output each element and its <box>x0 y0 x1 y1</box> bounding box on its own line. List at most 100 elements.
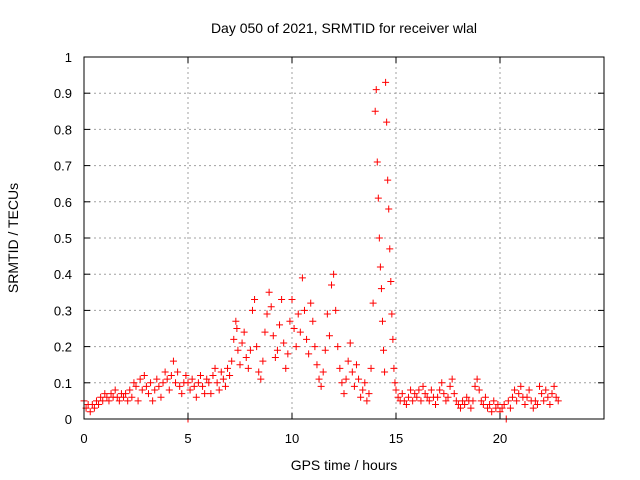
data-point <box>511 386 519 394</box>
data-point <box>86 408 94 416</box>
data-point <box>319 368 327 376</box>
y-tick-label: 0.9 <box>54 86 72 101</box>
y-axis-label: SRMTID / TECUs <box>5 183 21 293</box>
data-point <box>486 401 494 409</box>
data-point <box>124 397 132 405</box>
data-point <box>234 346 242 354</box>
data-point <box>153 375 161 383</box>
data-point <box>228 357 236 365</box>
data-point <box>463 393 471 401</box>
data-point <box>330 270 338 278</box>
x-axis-label: GPS time / hours <box>291 457 398 473</box>
data-point <box>136 375 144 383</box>
data-point <box>506 404 514 412</box>
data-point <box>461 401 469 409</box>
data-point <box>452 397 460 405</box>
data-point <box>207 390 215 398</box>
data-point <box>224 364 232 372</box>
data-point <box>365 390 373 398</box>
data-point <box>296 328 304 336</box>
x-tick-label: 5 <box>184 431 191 446</box>
y-tick-label: 0.7 <box>54 159 72 174</box>
data-point <box>475 386 483 394</box>
data-point <box>377 285 385 293</box>
data-point <box>533 401 541 409</box>
data-point <box>425 397 433 405</box>
data-point <box>215 386 223 394</box>
data-point <box>188 375 196 383</box>
data-point <box>242 353 250 361</box>
data-point <box>126 386 134 394</box>
data-point <box>88 401 96 409</box>
data-point <box>267 303 275 311</box>
data-point <box>481 393 489 401</box>
data-point <box>280 339 288 347</box>
data-point <box>546 401 554 409</box>
data-point <box>259 357 267 365</box>
data-point <box>344 357 352 365</box>
data-point <box>398 390 406 398</box>
data-point <box>409 397 417 405</box>
data-point <box>211 364 219 372</box>
data-point <box>515 390 523 398</box>
data-point <box>307 299 315 307</box>
data-point <box>479 401 487 409</box>
data-point <box>253 343 261 351</box>
data-point <box>363 397 371 405</box>
data-point <box>165 386 173 394</box>
data-point <box>305 350 313 358</box>
data-point <box>174 368 182 376</box>
data-point <box>488 408 496 416</box>
y-tick-label: 1 <box>65 50 72 65</box>
data-point <box>111 386 119 394</box>
data-point <box>390 364 398 372</box>
data-point <box>263 310 271 318</box>
data-point <box>213 379 221 387</box>
data-point <box>203 375 211 383</box>
data-point <box>544 393 552 401</box>
data-point <box>448 375 456 383</box>
data-point <box>419 382 427 390</box>
data-point <box>467 404 475 412</box>
data-point <box>167 372 175 380</box>
data-point <box>423 393 431 401</box>
data-point <box>456 404 464 412</box>
data-point <box>178 390 186 398</box>
data-point <box>538 390 546 398</box>
data-point <box>161 368 169 376</box>
data-point <box>217 368 225 376</box>
data-point <box>172 379 180 387</box>
data-point <box>240 328 248 336</box>
data-point <box>300 306 308 314</box>
data-point <box>384 176 392 184</box>
data-point <box>201 390 209 398</box>
data-point <box>192 393 200 401</box>
data-point <box>105 397 113 405</box>
data-point <box>159 379 167 387</box>
y-tick-label: 0.4 <box>54 267 72 282</box>
data-point <box>147 379 155 387</box>
data-point <box>542 386 550 394</box>
data-point <box>438 379 446 387</box>
data-point <box>469 397 477 405</box>
data-point <box>434 393 442 401</box>
data-point <box>278 296 286 304</box>
grid-lines <box>84 57 604 419</box>
data-point <box>132 382 140 390</box>
data-point <box>531 397 539 405</box>
data-point <box>494 401 502 409</box>
data-point <box>386 245 394 253</box>
data-point <box>521 401 529 409</box>
data-point <box>459 397 467 405</box>
data-point <box>288 296 296 304</box>
data-point <box>336 364 344 372</box>
data-point <box>342 375 350 383</box>
data-point <box>244 364 252 372</box>
data-point <box>357 393 365 401</box>
data-point <box>251 296 259 304</box>
data-point <box>359 386 367 394</box>
data-point <box>120 393 128 401</box>
data-point <box>332 306 340 314</box>
data-point <box>186 386 194 394</box>
data-point <box>317 382 325 390</box>
